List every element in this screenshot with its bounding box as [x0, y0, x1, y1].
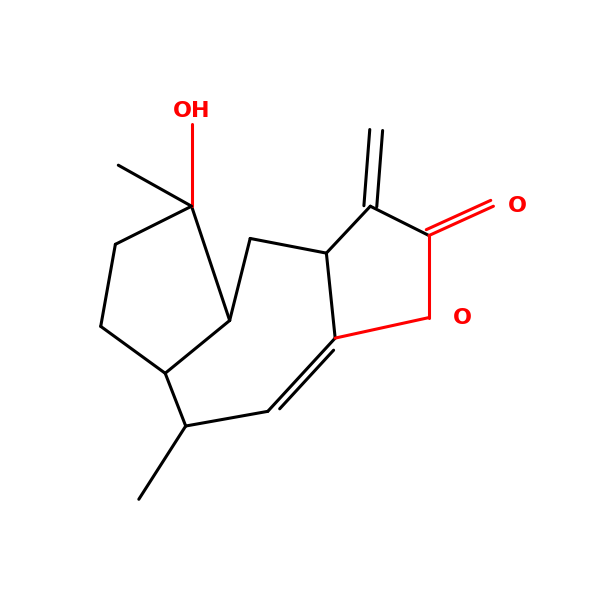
Text: O: O — [508, 196, 527, 216]
Text: OH: OH — [173, 101, 211, 121]
Text: O: O — [452, 308, 472, 328]
